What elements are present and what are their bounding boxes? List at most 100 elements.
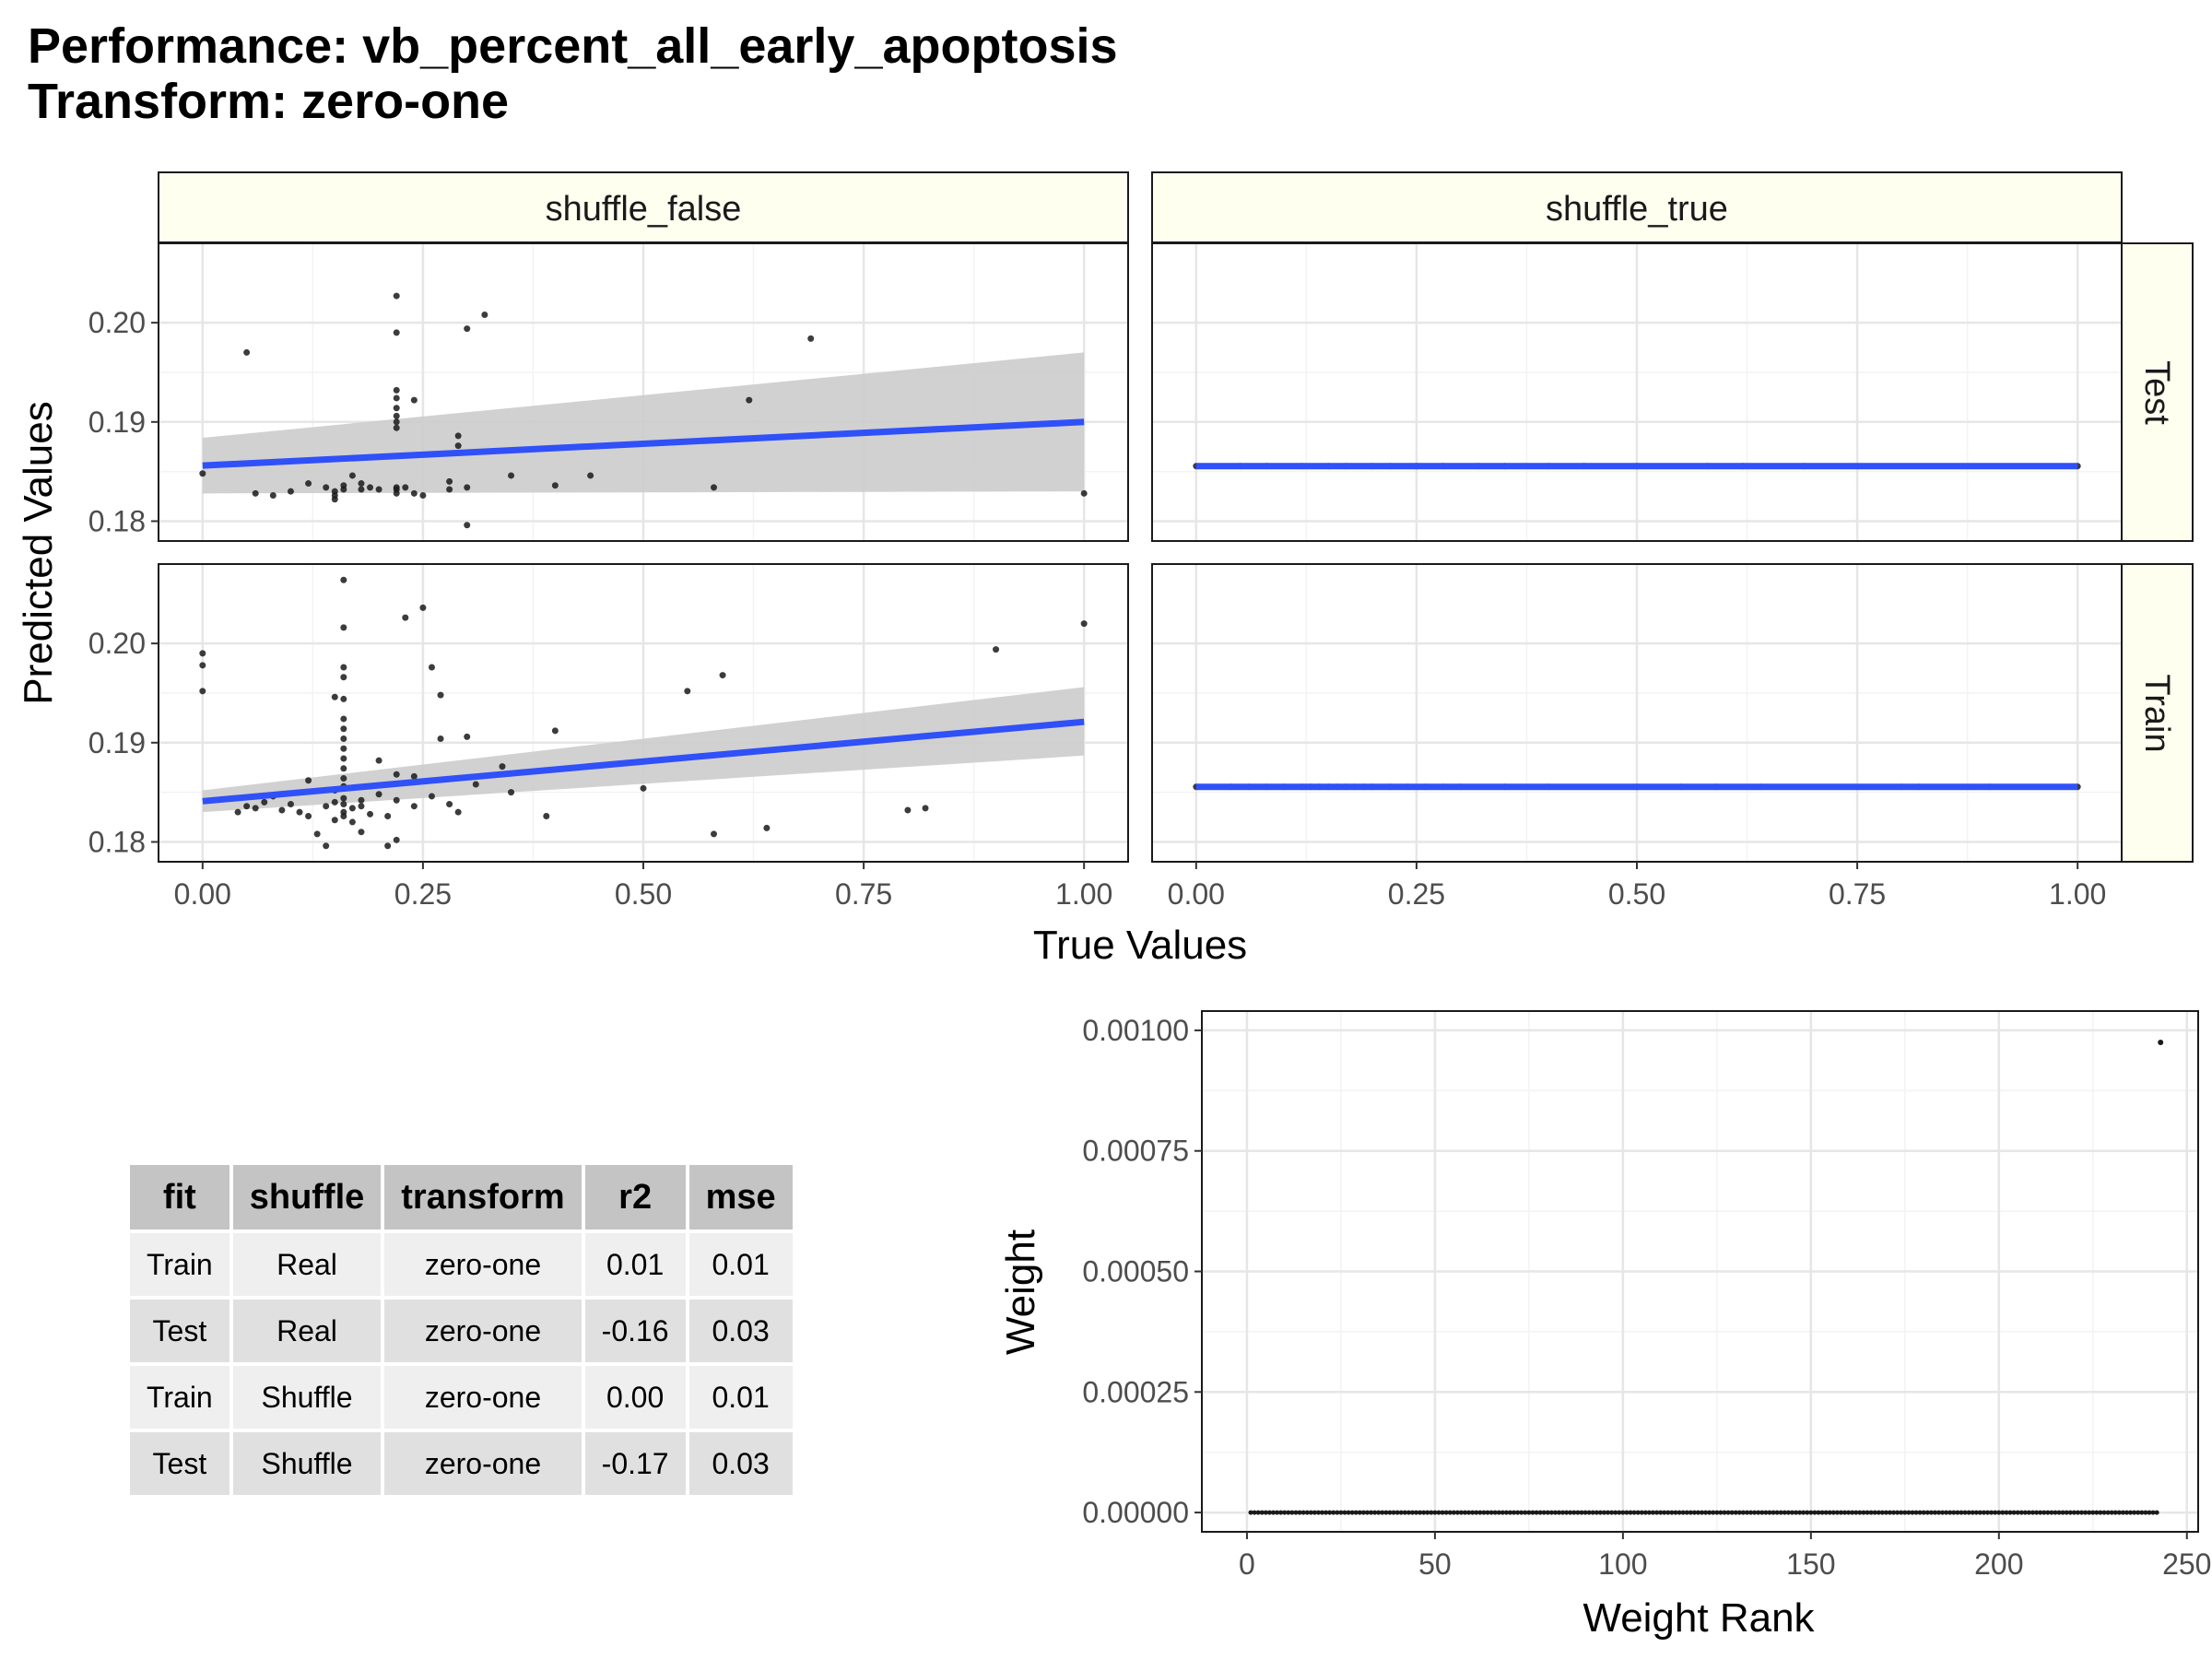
data-point bbox=[1959, 1510, 1964, 1515]
data-point bbox=[1447, 1510, 1453, 1515]
data-point bbox=[393, 489, 400, 497]
data-point bbox=[358, 480, 365, 488]
y-tick-label: 0.00050 bbox=[1082, 1255, 1189, 1288]
data-point bbox=[1606, 1510, 1611, 1515]
data-point bbox=[340, 775, 347, 782]
data-point bbox=[1372, 1510, 1378, 1515]
data-point bbox=[2094, 1510, 2100, 1515]
facet-y-axis-title: Predicted Values bbox=[16, 401, 61, 704]
data-point bbox=[375, 791, 382, 798]
data-point bbox=[1477, 1510, 1483, 1515]
data-point bbox=[1823, 1510, 1829, 1515]
table-row: Test Shuffle zero-one -0.17 0.03 bbox=[130, 1432, 793, 1495]
data-point bbox=[393, 796, 400, 804]
data-point bbox=[1677, 1510, 1682, 1515]
data-point bbox=[1466, 1510, 1472, 1515]
data-point bbox=[464, 733, 471, 740]
table-cell: Test bbox=[130, 1300, 229, 1362]
data-point bbox=[340, 695, 347, 702]
data-point bbox=[1700, 1510, 1705, 1515]
data-point bbox=[1537, 1510, 1543, 1515]
data-point bbox=[1275, 1510, 1280, 1515]
data-point bbox=[1560, 1510, 1566, 1515]
x-tick-label: 1.00 bbox=[2049, 877, 2106, 911]
panel-border bbox=[158, 242, 1129, 542]
data-point bbox=[269, 491, 276, 499]
data-point bbox=[1613, 1510, 1618, 1515]
data-point bbox=[348, 805, 356, 812]
data-point bbox=[1597, 1510, 1603, 1515]
data-point bbox=[1794, 1510, 1799, 1515]
data-point bbox=[234, 808, 241, 816]
data-point bbox=[1827, 1510, 1832, 1515]
data-point bbox=[1534, 1510, 1539, 1515]
y-tick-label: 0.20 bbox=[88, 306, 146, 339]
data-point bbox=[472, 781, 479, 788]
data-point bbox=[1748, 1510, 1754, 1515]
data-point bbox=[1481, 1510, 1487, 1515]
data-point bbox=[1797, 1510, 1803, 1515]
data-point bbox=[278, 806, 286, 814]
data-point bbox=[2120, 1510, 2125, 1515]
data-point bbox=[340, 482, 347, 489]
data-point bbox=[419, 604, 427, 611]
data-point bbox=[331, 817, 338, 824]
data-point bbox=[367, 810, 374, 818]
data-point bbox=[1924, 1510, 1930, 1515]
data-point bbox=[1966, 1510, 1971, 1515]
data-point bbox=[684, 688, 691, 695]
data-point bbox=[1857, 1510, 1863, 1515]
data-point bbox=[1443, 1510, 1449, 1515]
data-point bbox=[2060, 1510, 2065, 1515]
data-point bbox=[2139, 1510, 2145, 1515]
data-point bbox=[1917, 1510, 1923, 1515]
data-point bbox=[2075, 1510, 2080, 1515]
data-point bbox=[1906, 1510, 1912, 1515]
data-point bbox=[410, 489, 418, 497]
data-point bbox=[1673, 1510, 1678, 1515]
panel-test-shuffle-false: 0.18 0.19 0.20 bbox=[88, 242, 1129, 542]
data-point bbox=[393, 405, 400, 412]
data-point bbox=[719, 672, 726, 679]
x-tick-label: 100 bbox=[1598, 1547, 1647, 1581]
x-tick-label: 0.25 bbox=[394, 877, 452, 911]
data-point bbox=[1364, 1510, 1370, 1515]
data-point bbox=[543, 812, 550, 819]
data-point bbox=[1271, 1510, 1277, 1515]
table-cell: Shuffle bbox=[232, 1432, 382, 1495]
table-cell: 0.03 bbox=[688, 1432, 793, 1495]
data-point bbox=[1774, 1510, 1780, 1515]
table-cell: -0.16 bbox=[584, 1300, 686, 1362]
data-point bbox=[331, 491, 338, 499]
x-tick-label: 0.75 bbox=[835, 877, 892, 911]
data-point bbox=[287, 801, 294, 808]
data-point bbox=[1575, 1510, 1581, 1515]
data-point bbox=[1308, 1510, 1313, 1515]
data-point bbox=[1376, 1510, 1382, 1515]
data-point bbox=[464, 325, 471, 333]
data-point bbox=[1357, 1510, 1362, 1515]
data-point bbox=[1928, 1510, 1934, 1515]
data-point bbox=[1707, 1510, 1712, 1515]
x-tick-label: 0.50 bbox=[1608, 877, 1665, 911]
figure-title: Performance: vb_percent_all_early_apopto… bbox=[28, 18, 1118, 129]
data-point bbox=[1680, 1510, 1686, 1515]
data-point bbox=[1733, 1510, 1738, 1515]
data-point bbox=[1485, 1510, 1490, 1515]
data-point bbox=[419, 491, 427, 499]
data-point bbox=[2128, 1510, 2134, 1515]
data-point bbox=[1259, 1510, 1265, 1515]
data-point bbox=[1951, 1510, 1957, 1515]
x-tick-label: 0.25 bbox=[1388, 877, 1445, 911]
data-point bbox=[1940, 1510, 1946, 1515]
data-point bbox=[1609, 1510, 1615, 1515]
data-point bbox=[1805, 1510, 1810, 1515]
data-point bbox=[1771, 1510, 1776, 1515]
data-point bbox=[2105, 1510, 2111, 1515]
data-point bbox=[2090, 1510, 2096, 1515]
data-point bbox=[2000, 1510, 2006, 1515]
data-point bbox=[1255, 1510, 1261, 1515]
data-point bbox=[393, 394, 400, 402]
x-tick-label: 0 bbox=[1239, 1547, 1255, 1581]
